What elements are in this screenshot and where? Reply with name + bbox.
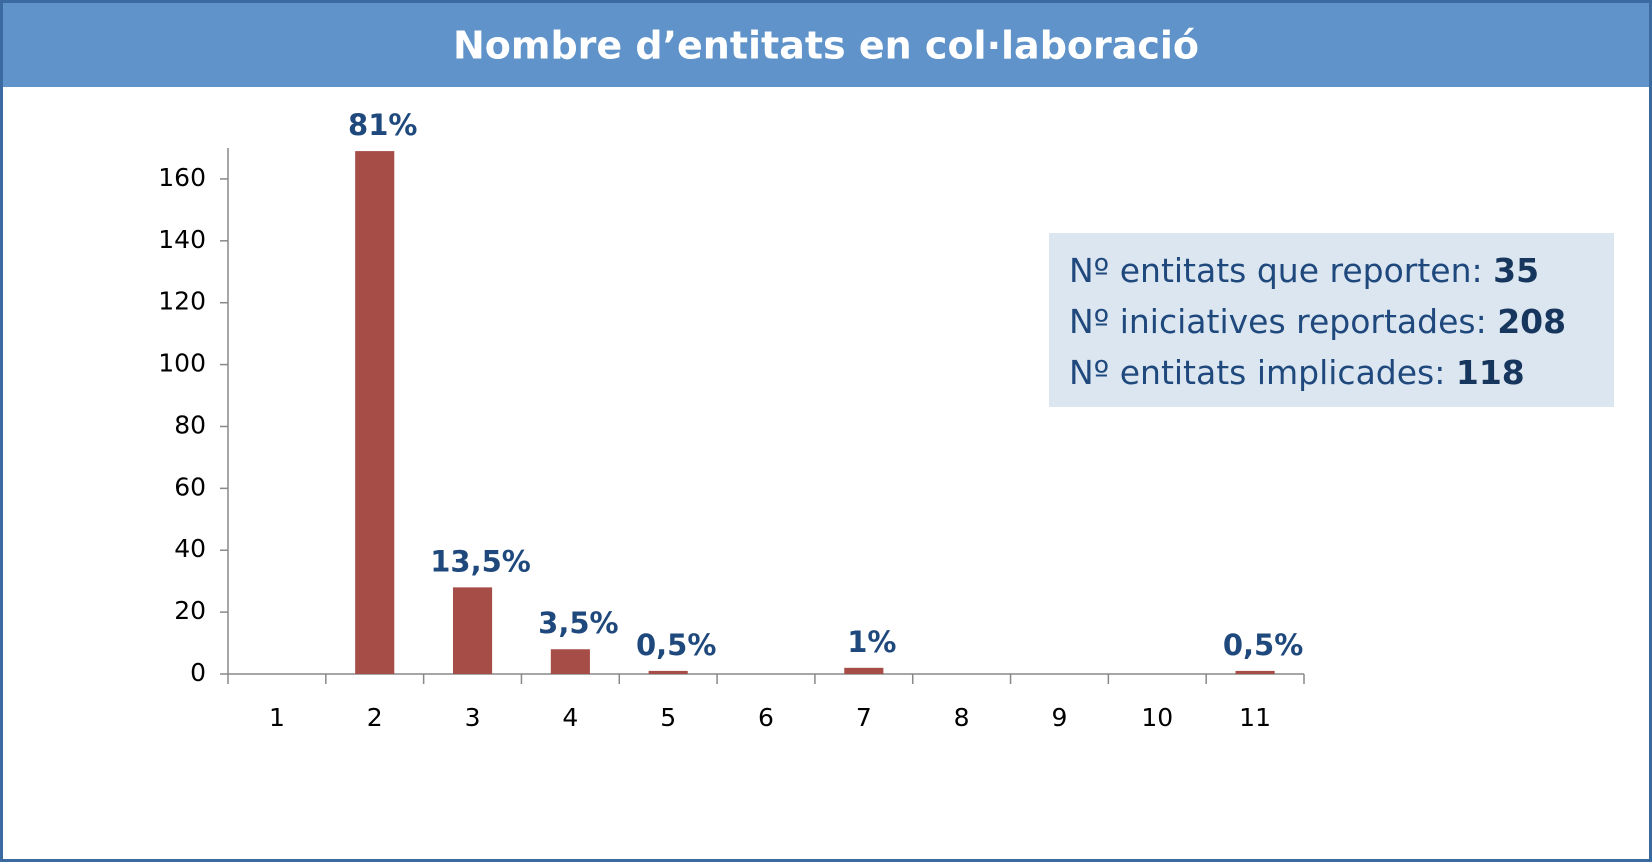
y-tick-label: 80 bbox=[174, 410, 206, 439]
info-label: Nº iniciatives reportades: bbox=[1069, 302, 1487, 341]
x-tick-label: 2 bbox=[367, 703, 383, 732]
x-tick-label: 7 bbox=[856, 703, 872, 732]
y-tick-label: 60 bbox=[174, 472, 206, 501]
x-tick-label: 3 bbox=[465, 703, 481, 732]
x-tick-label: 1 bbox=[269, 703, 285, 732]
data-label: 13,5% bbox=[430, 544, 531, 578]
data-label: 3,5% bbox=[538, 606, 618, 640]
y-tick-label: 40 bbox=[174, 534, 206, 563]
bar bbox=[355, 151, 395, 674]
y-tick-label: 120 bbox=[158, 287, 206, 316]
y-tick-label: 100 bbox=[158, 349, 206, 378]
bar bbox=[452, 587, 493, 674]
info-value: 118 bbox=[1456, 353, 1525, 392]
x-tick-label: 6 bbox=[758, 703, 774, 732]
x-tick-label: 11 bbox=[1239, 703, 1271, 732]
info-line: Nº iniciatives reportades: 208 bbox=[1069, 302, 1566, 341]
x-tick-label: 5 bbox=[660, 703, 676, 732]
info-value: 35 bbox=[1493, 251, 1539, 290]
bar bbox=[550, 649, 590, 674]
data-label: 1% bbox=[847, 625, 896, 659]
y-tick-label: 160 bbox=[158, 163, 206, 192]
info-value: 208 bbox=[1497, 302, 1566, 341]
info-line: Nº entitats que reporten: 35 bbox=[1069, 251, 1539, 290]
info-label: Nº entitats implicades: bbox=[1069, 353, 1445, 392]
x-tick-label: 10 bbox=[1141, 703, 1173, 732]
data-label: 0,5% bbox=[636, 628, 716, 662]
data-label: 81% bbox=[348, 108, 417, 142]
info-line: Nº entitats implicades: 118 bbox=[1069, 353, 1525, 392]
info-box bbox=[1049, 233, 1614, 407]
x-tick-label: 9 bbox=[1052, 703, 1068, 732]
y-tick-label: 140 bbox=[158, 225, 206, 254]
chart-title: Nombre d’entitats en col·laboració bbox=[453, 24, 1199, 68]
bar bbox=[648, 670, 688, 674]
info-label: Nº entitats que reporten: bbox=[1069, 251, 1483, 290]
bar bbox=[844, 667, 884, 674]
x-tick-label: 4 bbox=[562, 703, 578, 732]
data-label: 0,5% bbox=[1223, 628, 1303, 662]
x-tick-label: 8 bbox=[954, 703, 970, 732]
y-tick-label: 20 bbox=[174, 596, 206, 625]
title-bar bbox=[3, 3, 1649, 87]
y-tick-label: 0 bbox=[190, 658, 206, 687]
bar bbox=[1235, 670, 1275, 674]
